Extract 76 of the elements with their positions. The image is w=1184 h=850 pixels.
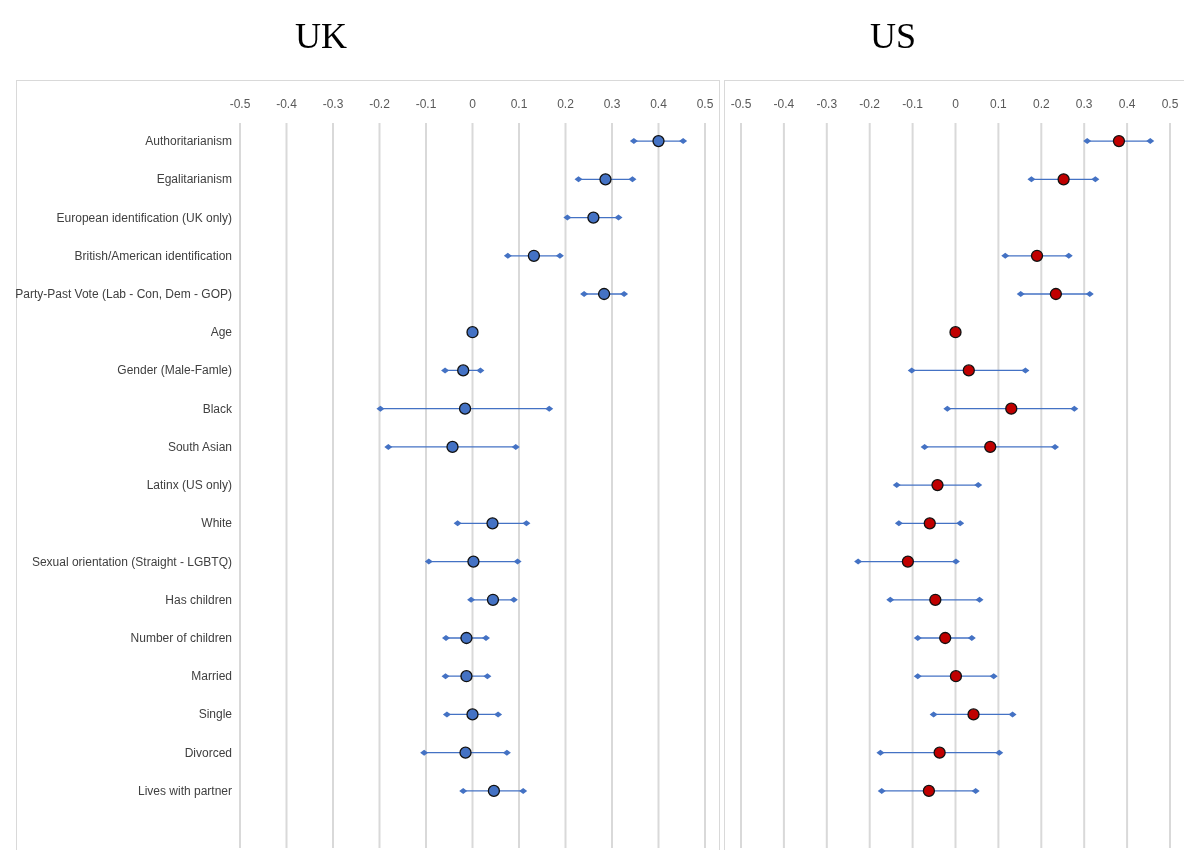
y-tick-label: Number of children [130, 631, 232, 645]
point [1049, 287, 1063, 301]
point [446, 440, 459, 454]
y-tick-label: Lives with partner [137, 783, 232, 798]
x-tick-label: 0.2 [557, 97, 575, 111]
point [467, 555, 480, 568]
x-tick-label: 0.3 [603, 97, 621, 111]
chart-title: UK [295, 16, 347, 56]
x-tick-label: -0.5 [730, 97, 752, 111]
point [460, 631, 473, 645]
x-tick-label: 0 [952, 97, 960, 111]
point [929, 593, 942, 606]
x-tick-label: 0.1 [510, 97, 528, 111]
point [949, 326, 962, 339]
point [457, 364, 470, 377]
x-tick-label: 0.5 [696, 97, 714, 111]
x-tick-label: 0.2 [1032, 97, 1050, 111]
y-tick-label: British/American identification [74, 248, 232, 263]
x-tick-label: -0.5 [229, 97, 251, 111]
point [949, 670, 963, 683]
y-tick-label: White [201, 516, 233, 531]
point [487, 784, 501, 798]
point [466, 708, 479, 721]
point [459, 746, 472, 759]
x-tick-label: 0 [469, 97, 477, 111]
x-tick-label: -0.3 [322, 97, 344, 111]
x-tick-label: 0.5 [1161, 97, 1179, 111]
y-tick-label: Latinx (US only) [146, 478, 232, 493]
point [939, 631, 952, 645]
y-tick-label: South Asian [167, 439, 232, 454]
point [967, 708, 980, 721]
point [527, 249, 541, 262]
y-tick-label: Authoritarianism [145, 134, 232, 149]
y-tick-label: Sexual orientation (Straight - LGBTQ) [31, 554, 232, 569]
point [486, 517, 499, 530]
x-tick-label: -0.3 [816, 97, 838, 111]
y-tick-label: European identification (UK only) [56, 210, 232, 225]
x-tick-label: 0.4 [650, 97, 668, 111]
x-tick-label: -0.2 [859, 97, 881, 111]
point [933, 746, 946, 759]
y-tick-label: Married [191, 669, 232, 684]
y-tick-label: Egalitarianism [156, 172, 232, 187]
x-tick-label: -0.1 [902, 97, 924, 111]
point [923, 517, 936, 530]
point [587, 211, 600, 224]
point [1030, 249, 1044, 262]
y-tick-label: Age [210, 325, 233, 340]
point [901, 555, 915, 568]
point [984, 440, 997, 454]
point [460, 670, 473, 683]
x-tick-label: -0.4 [773, 97, 795, 111]
point [466, 326, 479, 339]
y-tick-label: Party-Past Vote (Lab - Con, Dem - GOP) [15, 287, 232, 301]
y-tick-label: Divorced [184, 745, 232, 760]
x-tick-label: 0.4 [1118, 97, 1136, 111]
y-tick-label: Black [202, 401, 233, 416]
x-tick-label: -0.2 [369, 97, 391, 111]
y-tick-label: Gender (Male-Famle) [117, 363, 232, 378]
x-tick-label: -0.4 [276, 97, 298, 111]
point [1005, 402, 1018, 415]
point [597, 287, 611, 301]
point [931, 478, 944, 492]
y-tick-label: Single [198, 707, 233, 722]
point [652, 134, 665, 148]
point [1112, 134, 1126, 148]
chart-title: US [869, 16, 917, 56]
y-tick-label: Has children [165, 592, 232, 607]
x-tick-label: 0.3 [1075, 97, 1093, 111]
x-tick-label: 0.1 [990, 97, 1008, 111]
x-tick-label: -0.1 [415, 97, 437, 111]
point [599, 173, 612, 186]
point [458, 402, 472, 415]
point [922, 784, 936, 798]
point [1057, 173, 1070, 186]
point [962, 364, 975, 377]
point [486, 593, 500, 606]
